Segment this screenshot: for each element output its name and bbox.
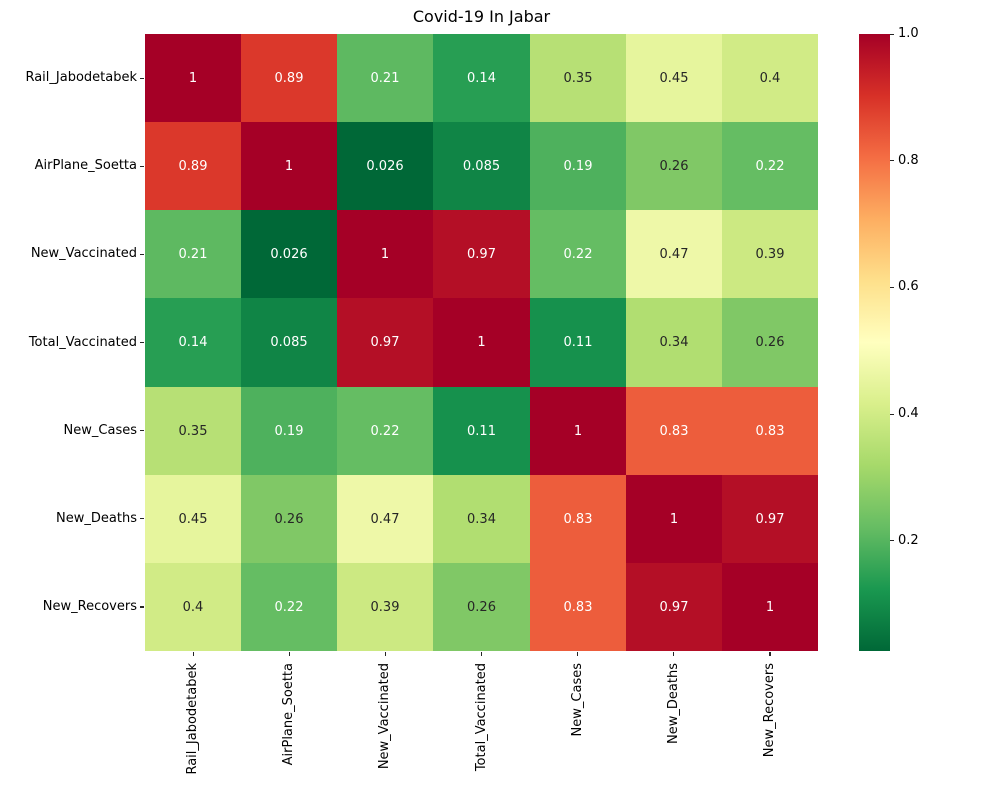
y-axis-label: AirPlane_Soetta: [34, 158, 137, 174]
heatmap-cell: 0.97: [433, 210, 530, 298]
heatmap-cell: 0.19: [241, 387, 337, 475]
x-axis-tick: [577, 652, 579, 656]
heatmap-cell: 1: [241, 122, 337, 210]
y-axis-label: New_Vaccinated: [30, 246, 137, 262]
heatmap-cell: 0.83: [626, 387, 722, 475]
y-axis-tick: [140, 606, 144, 608]
heatmap-cell: 0.4: [145, 563, 241, 651]
heatmap-cell: 0.11: [433, 387, 530, 475]
heatmap-cell: 0.26: [241, 475, 337, 563]
x-axis-tick: [673, 652, 675, 656]
y-axis-label: Rail_Jabodetabek: [25, 70, 137, 86]
heatmap-cell: 0.26: [722, 298, 818, 387]
colorbar-tick-label: 0.8: [898, 152, 919, 168]
heatmap-cell: 0.83: [530, 475, 626, 563]
heatmap-cell: 0.085: [241, 298, 337, 387]
colorbar-tick-label: 1.0: [898, 26, 919, 41]
colorbar-tick: [890, 160, 894, 162]
heatmap-cell: 0.21: [337, 34, 433, 122]
heatmap-cell: 0.34: [433, 475, 530, 563]
y-axis-tick: [140, 253, 144, 256]
heatmap-cell: 0.47: [337, 475, 433, 563]
heatmap-cell: 0.11: [530, 298, 626, 387]
heatmap-cell: 0.34: [626, 298, 722, 387]
x-axis-label: Rail_Jabodetabek: [185, 663, 201, 775]
heatmap-cell: 0.22: [337, 387, 433, 475]
heatmap-cell: 1: [722, 563, 818, 651]
x-axis-tick: [384, 652, 387, 656]
x-axis-tick: [288, 652, 290, 656]
colorbar-gradient: [859, 34, 890, 651]
heatmap-cell: 1: [337, 210, 433, 298]
heatmap-cell: 0.39: [722, 210, 818, 298]
heatmap-cell: 0.4: [722, 34, 818, 122]
colorbar-tick-label: 0.4: [898, 406, 919, 422]
y-axis-label: New_Recovers: [42, 598, 137, 614]
x-axis-label: Total_Vaccinated: [473, 663, 489, 772]
colorbar-tick-label: 0.6: [898, 279, 919, 295]
colorbar-tick: [890, 540, 894, 542]
y-axis-tick: [140, 430, 144, 432]
heatmap-cell: 0.26: [433, 563, 530, 651]
heatmap-cell: 0.19: [530, 122, 626, 210]
heatmap-cell: 0.89: [145, 122, 241, 210]
colorbar-tick: [890, 286, 894, 289]
heatmap-cell: 0.35: [145, 387, 241, 475]
y-axis-tick: [140, 77, 144, 79]
heatmap-cell: 0.97: [722, 475, 818, 563]
heatmap-cell: 0.47: [626, 210, 722, 298]
x-axis-tick: [192, 652, 194, 656]
colorbar-tick-label: 0.2: [898, 532, 919, 548]
heatmap-cell: 1: [433, 298, 530, 387]
chart-title: Covid-19 In Jabar: [412, 7, 551, 26]
heatmap-cell: 0.22: [241, 563, 337, 651]
heatmap-cell: 0.22: [530, 210, 626, 298]
y-axis-tick: [140, 342, 144, 344]
heatmap-cell: 0.026: [337, 122, 433, 210]
heatmap-cell: 0.26: [626, 122, 722, 210]
colorbar-tick: [890, 33, 894, 35]
heatmap-cell: 0.45: [626, 34, 722, 122]
heatmap-cell: 1: [626, 475, 722, 563]
heatmap-cell: 0.026: [241, 210, 337, 298]
heatmap-cell: 0.45: [145, 475, 241, 563]
heatmap-cell: 0.21: [145, 210, 241, 298]
heatmap-cell: 1: [530, 387, 626, 475]
heatmap-cell: 0.89: [241, 34, 337, 122]
y-axis-label: New_Deaths: [56, 510, 137, 526]
heatmap-cell: 0.22: [722, 122, 818, 210]
y-axis-tick: [140, 165, 144, 167]
heatmap-cell: 0.83: [722, 387, 818, 475]
x-axis-label: New_Cases: [569, 663, 585, 737]
heatmap-cell: 0.35: [530, 34, 626, 122]
x-axis-label: New_Vaccinated: [377, 663, 393, 770]
x-axis-label: New_Deaths: [665, 663, 681, 744]
heatmap-cell: 0.97: [337, 298, 433, 387]
heatmap-cell: 0.39: [337, 563, 433, 651]
heatmap-cell: 0.085: [433, 122, 530, 210]
heatmap-cell: 0.83: [530, 563, 626, 651]
colorbar-tick: [890, 413, 894, 415]
y-axis-label: Total_Vaccinated: [28, 334, 137, 350]
x-axis-tick: [481, 652, 483, 656]
heatmap-cell: 0.14: [433, 34, 530, 122]
x-axis-label: AirPlane_Soetta: [281, 663, 297, 766]
y-axis-label: New_Cases: [63, 422, 137, 438]
heatmap-cell: 1: [145, 34, 241, 122]
x-axis-label: New_Recovers: [761, 663, 777, 758]
heatmap-cell: 0.97: [626, 563, 722, 651]
x-axis-tick: [769, 652, 771, 656]
heatmap-cell: 0.14: [145, 298, 241, 387]
y-axis-tick: [140, 518, 144, 520]
